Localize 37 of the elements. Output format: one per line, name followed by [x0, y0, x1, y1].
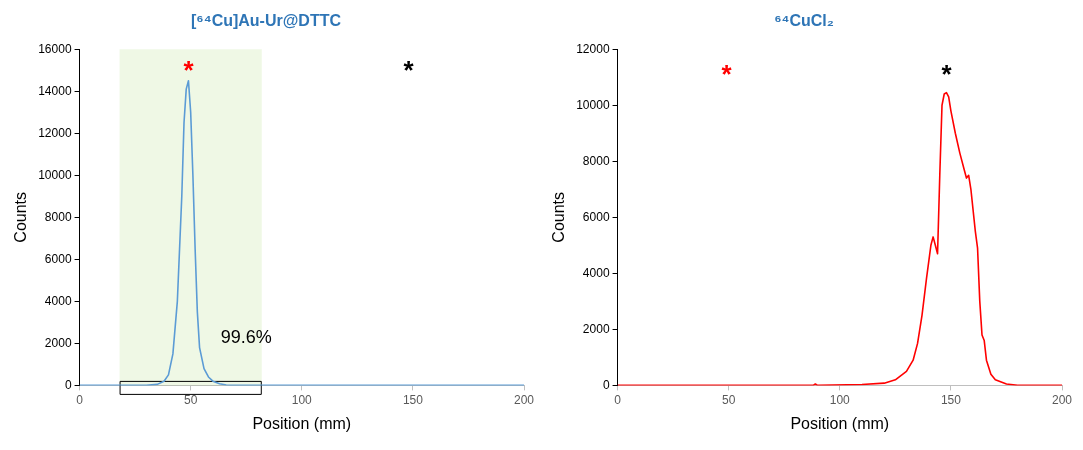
- annotation: 99.6%: [220, 327, 272, 348]
- chart-title: [⁶⁴Cu]Au-Ur@DTTC: [191, 12, 342, 30]
- y-tick-label: 8000: [582, 153, 610, 168]
- x-tick-label: 50: [184, 392, 198, 407]
- y-axis-title: Counts: [12, 191, 30, 243]
- y-tick-label: 2000: [582, 321, 610, 336]
- x-tick-label: 0: [614, 392, 622, 407]
- x-tick-label: 150: [402, 392, 424, 407]
- y-tick-label: 2000: [44, 335, 72, 350]
- y-tick-label: 4000: [44, 293, 72, 308]
- y-tick-label: 14000: [38, 83, 72, 98]
- y-tick-label: 0: [602, 377, 610, 392]
- x-tick-label: 50: [722, 392, 736, 407]
- x-axis-title: Position (mm): [252, 414, 352, 432]
- chart-title: ⁶⁴CuCl₂: [774, 12, 834, 30]
- x-tick-label: 0: [76, 392, 84, 407]
- x-tick-label: 200: [1051, 392, 1073, 407]
- y-axis-title: Counts: [550, 191, 568, 243]
- x-tick-label: 150: [940, 392, 962, 407]
- y-tick-label: 6000: [44, 251, 72, 266]
- annotation: *: [403, 55, 415, 86]
- y-tick-label: 12000: [38, 125, 72, 140]
- x-axis-title: Position (mm): [790, 414, 890, 432]
- y-tick-label: 12000: [576, 41, 610, 56]
- y-tick-label: 0: [64, 377, 72, 392]
- y-tick-label: 16000: [38, 41, 72, 56]
- annotation: *: [183, 55, 195, 86]
- y-tick-label: 4000: [582, 265, 610, 280]
- x-tick-label: 100: [291, 392, 313, 407]
- y-tick-label: 6000: [582, 209, 610, 224]
- y-tick-label: 10000: [576, 97, 610, 112]
- y-tick-label: 10000: [38, 167, 72, 182]
- x-tick-label: 200: [513, 392, 535, 407]
- y-tick-label: 8000: [44, 209, 72, 224]
- annotation: *: [721, 58, 733, 89]
- annotation: *: [941, 58, 953, 89]
- x-tick-label: 100: [829, 392, 851, 407]
